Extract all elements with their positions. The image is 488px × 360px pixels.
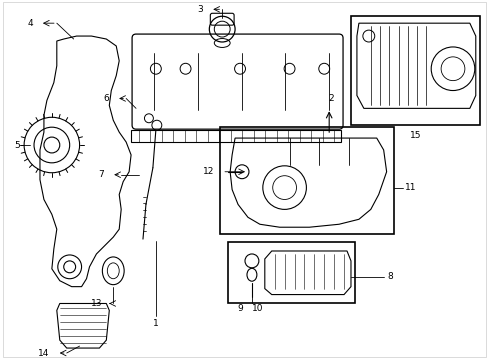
Text: 5: 5 bbox=[14, 140, 20, 149]
Text: 7: 7 bbox=[98, 170, 104, 179]
Text: 1: 1 bbox=[153, 319, 159, 328]
Bar bbox=[228, 242, 354, 303]
Bar bbox=[220, 127, 393, 234]
Text: 6: 6 bbox=[103, 94, 109, 103]
Text: 2: 2 bbox=[327, 94, 333, 103]
Bar bbox=[350, 16, 479, 125]
Text: 15: 15 bbox=[409, 131, 420, 140]
Text: 3: 3 bbox=[197, 5, 203, 14]
Text: 12: 12 bbox=[202, 167, 214, 176]
Text: 8: 8 bbox=[387, 272, 393, 281]
Text: 9: 9 bbox=[237, 304, 243, 313]
Text: 11: 11 bbox=[404, 183, 415, 192]
Text: 14: 14 bbox=[38, 348, 49, 357]
Text: 4: 4 bbox=[27, 19, 33, 28]
Text: 13: 13 bbox=[90, 299, 102, 308]
Text: 10: 10 bbox=[252, 304, 263, 313]
